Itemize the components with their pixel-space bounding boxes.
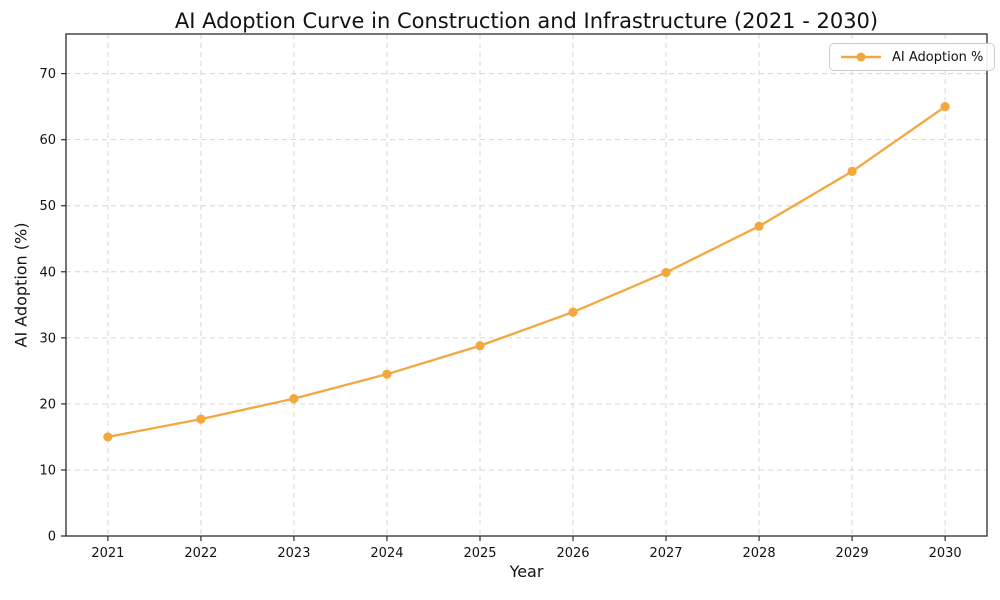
- x-tick-label: 2029: [836, 546, 869, 561]
- y-tick-label: 70: [39, 67, 56, 82]
- legend-marker-icon: [856, 52, 866, 62]
- x-tick-label: 2028: [743, 546, 776, 561]
- data-point-marker: [196, 414, 206, 424]
- x-tick-label: 2026: [556, 546, 589, 561]
- x-axis-label: Year: [509, 562, 544, 581]
- data-point-marker: [382, 369, 392, 379]
- data-point-marker: [289, 394, 299, 404]
- x-tick-label: 2021: [91, 546, 124, 561]
- y-tick-label: 10: [39, 463, 56, 478]
- y-tick-label: 50: [39, 199, 56, 214]
- data-point-marker: [754, 221, 764, 231]
- y-tick-label: 60: [39, 133, 56, 148]
- x-tick-label: 2025: [463, 546, 496, 561]
- x-tick-label: 2027: [649, 546, 682, 561]
- y-tick-label: 30: [39, 331, 56, 346]
- data-point-marker: [568, 307, 578, 317]
- y-tick-label: 40: [39, 265, 56, 280]
- plot-border: [65, 33, 988, 537]
- legend-line-marker-icon: [841, 52, 881, 62]
- data-point-marker: [661, 267, 671, 278]
- y-tick-label: 20: [39, 397, 56, 412]
- chart-title: AI Adoption Curve in Construction and In…: [174, 9, 879, 33]
- legend: AI Adoption %: [829, 43, 996, 71]
- x-tick-label: 2024: [370, 546, 403, 561]
- y-tick-label: 0: [48, 530, 56, 545]
- x-tick-label: 2030: [929, 546, 962, 561]
- series-line: [106, 105, 947, 439]
- legend-label: AI Adoption %: [892, 49, 984, 65]
- x-tick-label: 2022: [184, 546, 217, 561]
- x-tick-label: 2023: [277, 546, 310, 561]
- data-point-marker: [475, 341, 485, 351]
- data-point-marker: [103, 432, 113, 442]
- y-axis-label: AI Adoption (%): [11, 222, 31, 348]
- data-point-marker: [847, 166, 857, 176]
- data-point-marker: [940, 102, 950, 112]
